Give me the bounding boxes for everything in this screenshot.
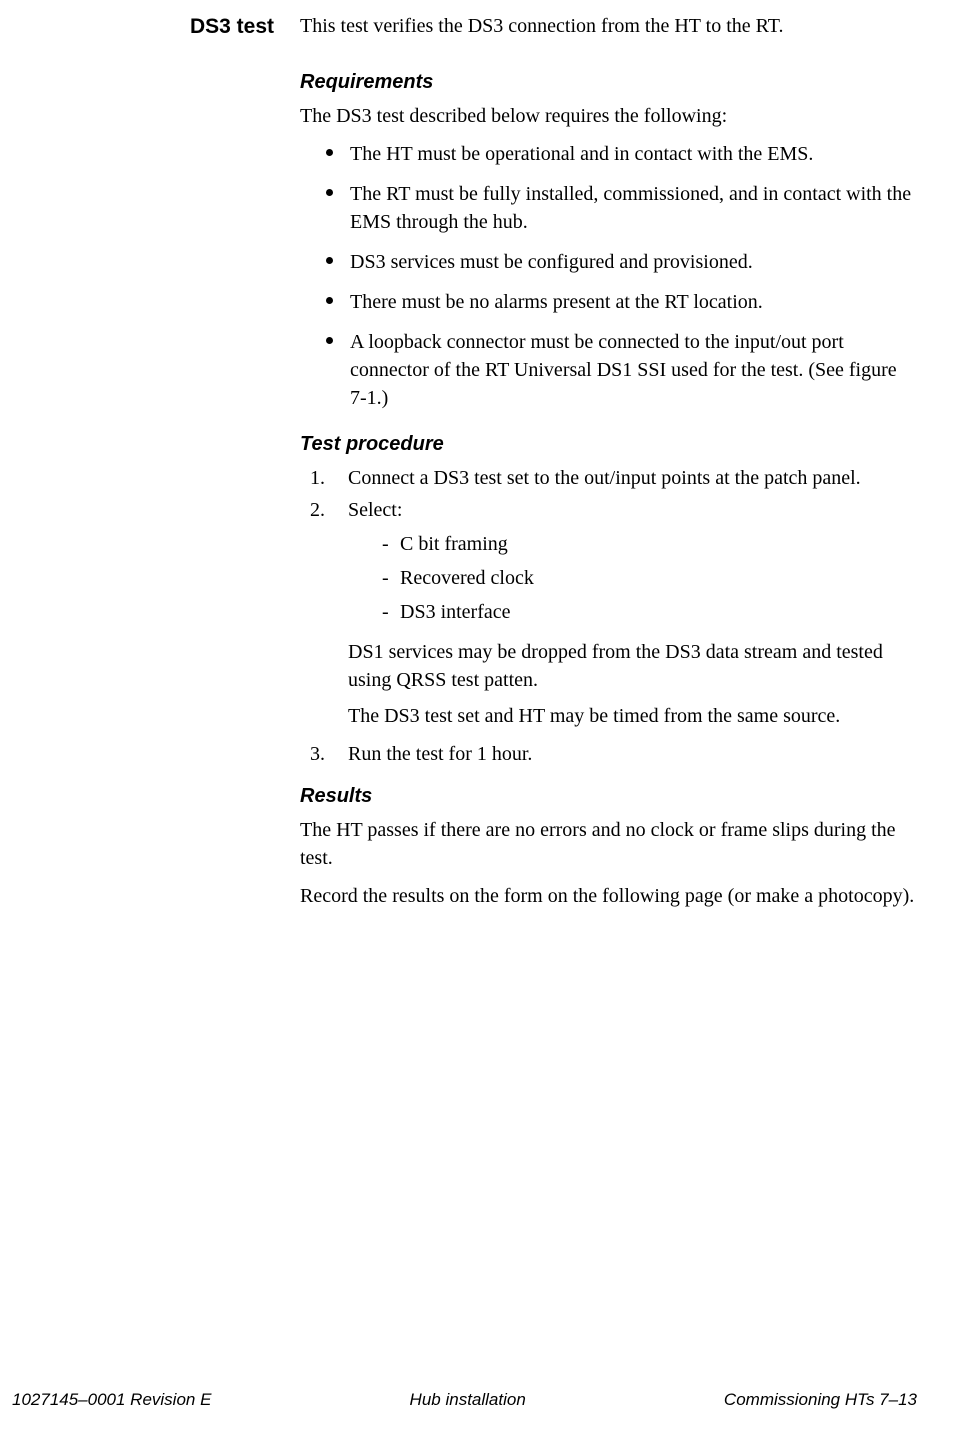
requirements-list: The HT must be operational and in contac…	[300, 140, 917, 412]
procedure-step: 2. Select: C bit framing Recovered clock…	[310, 496, 917, 736]
step-text: Connect a DS3 test set to the out/input …	[348, 467, 861, 489]
step-number: 2.	[310, 496, 348, 736]
step-number: 1.	[310, 464, 348, 492]
requirement-item: A loopback connector must be connected t…	[326, 328, 917, 412]
step-text: Run the test for 1 hour.	[348, 743, 532, 765]
requirement-item: There must be no alarms present at the R…	[326, 288, 917, 316]
requirement-item: DS3 services must be configured and prov…	[326, 248, 917, 276]
requirements-heading: Requirements	[300, 68, 917, 96]
content-column: This test verifies the DS3 connection fr…	[300, 12, 917, 920]
requirements-lead: The DS3 test described below requires th…	[300, 102, 917, 130]
procedure-step: 1. Connect a DS3 test set to the out/inp…	[310, 464, 917, 492]
step-after-paragraph: DS1 services may be dropped from the DS3…	[348, 638, 917, 694]
step-text: Select:	[348, 499, 402, 521]
procedure-step: 3. Run the test for 1 hour.	[310, 740, 917, 768]
page-footer: 1027145–0001 Revision E Hub installation…	[0, 1388, 977, 1412]
requirement-item: The HT must be operational and in contac…	[326, 140, 917, 168]
results-section: Results The HT passes if there are no er…	[300, 782, 917, 910]
procedure-section: Test procedure 1. Connect a DS3 test set…	[300, 430, 917, 768]
procedure-heading: Test procedure	[300, 430, 917, 458]
sublist-item: Recovered clock	[382, 564, 917, 592]
side-heading: DS3 test	[60, 12, 300, 41]
step-content: Connect a DS3 test set to the out/input …	[348, 464, 917, 492]
sublist-item: DS3 interface	[382, 598, 917, 626]
section-row: DS3 test This test verifies the DS3 conn…	[60, 12, 917, 920]
step-content: Select: C bit framing Recovered clock DS…	[348, 496, 917, 736]
step-sublist: C bit framing Recovered clock DS3 interf…	[348, 530, 917, 626]
page-body: DS3 test This test verifies the DS3 conn…	[0, 0, 977, 920]
requirements-section: Requirements The DS3 test described belo…	[300, 68, 917, 412]
results-heading: Results	[300, 782, 917, 810]
footer-center: Hub installation	[211, 1388, 723, 1412]
intro-paragraph: This test verifies the DS3 connection fr…	[300, 12, 917, 40]
sublist-item: C bit framing	[382, 530, 917, 558]
footer-right: Commissioning HTs 7–13	[724, 1388, 917, 1412]
requirement-item: The RT must be fully installed, commissi…	[326, 180, 917, 236]
procedure-list: 1. Connect a DS3 test set to the out/inp…	[300, 464, 917, 768]
footer-left: 1027145–0001 Revision E	[12, 1388, 211, 1412]
results-paragraph: Record the results on the form on the fo…	[300, 882, 917, 910]
step-number: 3.	[310, 740, 348, 768]
step-content: Run the test for 1 hour.	[348, 740, 917, 768]
results-paragraph: The HT passes if there are no errors and…	[300, 816, 917, 872]
step-after-paragraph: The DS3 test set and HT may be timed fro…	[348, 702, 917, 730]
